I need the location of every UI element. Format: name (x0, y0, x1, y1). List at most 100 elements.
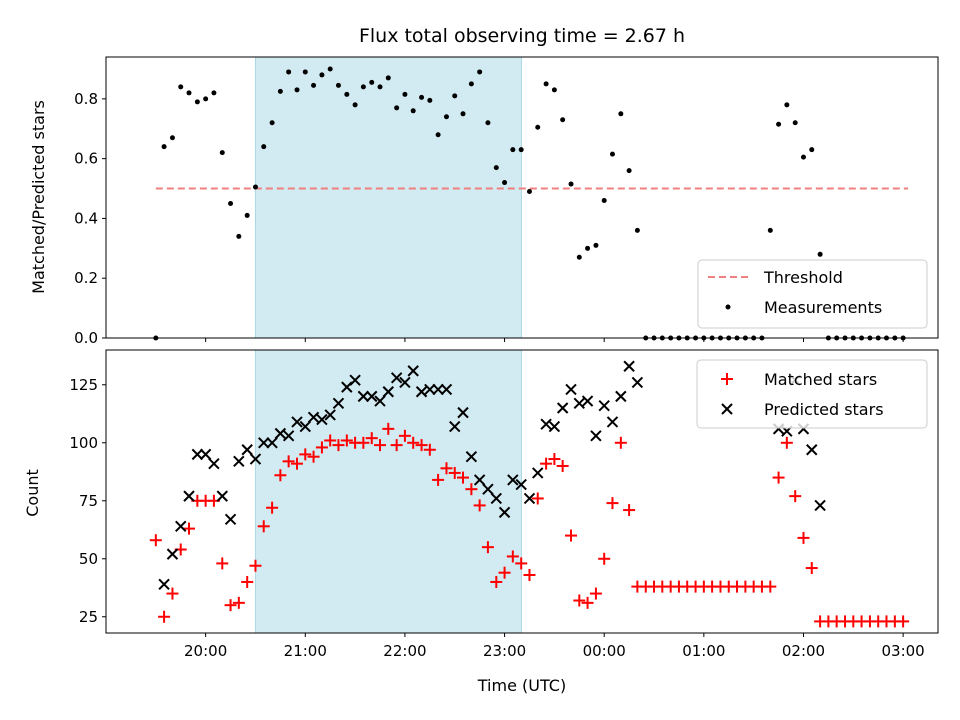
predicted-star-point (490, 492, 502, 505)
measurement-point (767, 227, 773, 233)
predicted-star-point (573, 397, 586, 410)
predicted-star-mark-b (598, 399, 610, 412)
predicted-star-point (623, 360, 635, 372)
bottom-axes-frame (105, 349, 939, 634)
measurement-point (302, 69, 308, 75)
predicted-star-point (590, 430, 602, 442)
bottom-x-tick-label: 03:00 (882, 642, 925, 660)
top-y-tick-label: 0.0 (74, 329, 98, 347)
predicted-star-mark-b (249, 453, 262, 465)
bottom-x-tick-label: 21:00 (284, 642, 327, 660)
predicted-star-point (498, 506, 511, 519)
predicted-star-point (233, 455, 245, 468)
bottom-y-axis-label: Count (23, 469, 42, 517)
predicted-star-point (432, 383, 444, 396)
measurement-point (477, 69, 483, 75)
measurement-point (618, 111, 624, 117)
predicted-star-mark-b (382, 386, 394, 398)
predicted-star-mark-b (316, 413, 328, 426)
measurement-point (335, 82, 341, 88)
predicted-star-mark-b (349, 374, 361, 386)
matched-star-point (573, 594, 586, 607)
measurement-point (468, 81, 474, 87)
predicted-star-point (208, 457, 220, 470)
matched-star-point (357, 436, 370, 449)
predicted-star-mark-b (324, 409, 336, 421)
predicted-star-mark-b (581, 395, 594, 407)
matched-star-point (506, 550, 519, 563)
predicted-star-mark-b (166, 548, 179, 560)
measurement-point (311, 82, 317, 88)
measurement-point (377, 84, 383, 90)
measurement-point (626, 168, 632, 174)
threshold-legend-label: Threshold (763, 268, 843, 287)
predicted-star-mark-b (199, 448, 212, 461)
predicted-star-point (191, 448, 204, 461)
measurement-point (194, 99, 200, 105)
predicted-star-mark-b (540, 418, 552, 430)
predicted-star-point (158, 578, 170, 590)
matched-star-point (390, 439, 403, 452)
measurement-point (327, 66, 333, 72)
matched-star-point (772, 471, 785, 484)
predicted-star-mark-b (507, 474, 519, 486)
predicted-star-mark-b (424, 383, 436, 396)
top-y-tick-label: 0.6 (74, 150, 98, 168)
measurement-point (211, 90, 217, 96)
measurement-point (294, 87, 300, 93)
predicted-star-point (814, 499, 826, 512)
measurement-point (551, 87, 557, 93)
predicted-star-point (615, 390, 627, 403)
predicted-star-point (199, 448, 212, 461)
matched-star-point (473, 499, 486, 512)
predicted-star-mark-b (606, 416, 619, 428)
predicted-star-mark-b (615, 390, 627, 403)
predicted-star-mark-b (449, 420, 461, 433)
predicted-star-mark-b (490, 492, 502, 505)
top-legend: Threshold Measurements (697, 259, 928, 329)
measurement-point (228, 200, 234, 206)
top-panel: Flux total observing time = 2.67 h 0.0 0.… (29, 25, 939, 347)
measurement-point (277, 88, 283, 94)
measurement-point (510, 147, 516, 153)
predicted-star-mark-b (556, 402, 569, 414)
measurements-legend-marker (725, 304, 731, 310)
predicted-star-point (407, 365, 419, 377)
measurement-point (784, 102, 790, 108)
predicted-star-point (291, 416, 303, 428)
matched-star-point (448, 466, 461, 479)
matched-star-point (789, 490, 802, 503)
predicted-star-point (282, 430, 295, 442)
bottom-x-tick-label: 00:00 (583, 642, 626, 660)
matched-star-point (415, 439, 428, 452)
predicted-star-mark-b (366, 390, 378, 403)
top-shaded-span (254, 56, 523, 339)
measurement-point (427, 97, 433, 103)
predicted-star-mark-b (482, 483, 494, 495)
predicted-star-mark-b (158, 578, 170, 590)
measurement-point (219, 150, 225, 156)
measurement-point (286, 69, 292, 75)
matched-star-point (780, 436, 793, 449)
matched-star-point (407, 436, 420, 449)
matched-star-point (481, 541, 494, 554)
predicted-star-point (390, 372, 403, 384)
predicted-star-mark-b (357, 390, 370, 403)
chart-title: Flux total observing time = 2.67 h (359, 25, 685, 47)
measurement-point (568, 181, 574, 187)
matched-star-point (307, 450, 320, 463)
matched-star-point (166, 587, 179, 600)
measurement-point (385, 75, 391, 81)
predicted-star-mark-b (266, 437, 278, 449)
predicted-star-point (183, 490, 195, 502)
matched-star-point (241, 575, 254, 588)
measurement-point (360, 84, 366, 90)
predicted-star-mark-b (258, 437, 270, 449)
measurement-point (402, 91, 408, 97)
measurement-point (419, 94, 425, 100)
matched-star-point (515, 557, 528, 570)
measurement-point (344, 91, 350, 97)
matched-star-point (764, 580, 777, 593)
measurement-point (543, 81, 549, 87)
measurement-point (269, 120, 275, 126)
